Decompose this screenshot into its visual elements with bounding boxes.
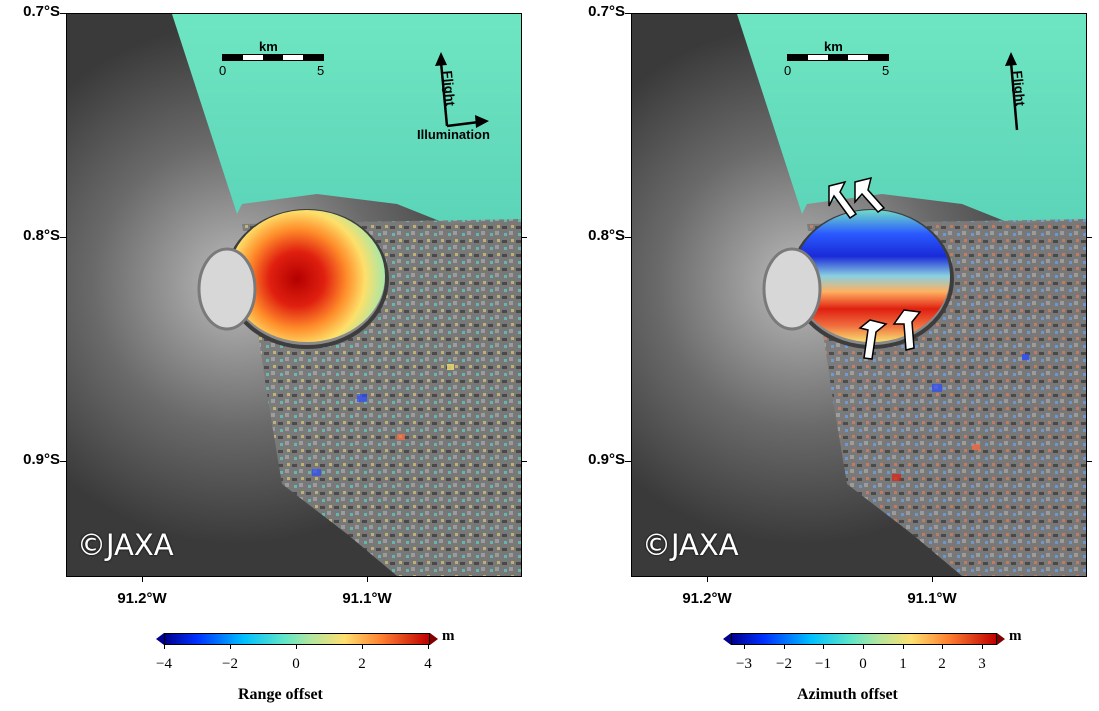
lat-label-0-7: 0.7°S: [23, 3, 60, 20]
colorbar-tick: [942, 644, 943, 649]
range-offset-panel: 0.7°S 0.8°S 0.9°S: [23, 3, 527, 710]
colorbar-min-arrow-icon: [723, 633, 731, 645]
colorbar-tick-label: −2: [222, 656, 238, 672]
colorbar-title: Range offset: [238, 686, 323, 703]
azimuth-offset-panel: 0.7°S 0.8°S 0.9°S: [565, 0, 1099, 711]
colorbar-gradient: [164, 633, 430, 645]
azimuth-colorbar: m −3 −2 −1 0 1 2 3 Azimuth offset: [723, 628, 1043, 710]
colorbar-tick: [428, 644, 429, 649]
colorbar-tick: [863, 644, 864, 649]
colorbar-tick: [362, 644, 363, 649]
colorbar-tick-label: 2: [938, 656, 946, 672]
lat-label-0-9: 0.9°S: [23, 451, 60, 468]
scale-end: 5: [882, 63, 890, 78]
colorbar-tick-label: 1: [899, 656, 907, 672]
colorbar-tick: [296, 644, 297, 649]
lon-label-91-2: 91.2°W: [682, 590, 732, 607]
lon-tick: [707, 576, 708, 582]
colorbar-gradient: [731, 633, 997, 645]
flight-label: Flight: [1010, 70, 1029, 107]
scale-bar: km 0 5: [219, 39, 329, 93]
lat-tick: [625, 13, 631, 14]
lon-tick: [932, 576, 933, 582]
colorbar-tick: [784, 644, 785, 649]
illumination-label: Illumination: [417, 127, 490, 142]
scale-start: 0: [784, 63, 792, 78]
colorbar-tick-label: 4: [424, 656, 432, 672]
colorbar-tick: [744, 644, 745, 649]
motion-arrows-icon: [828, 176, 922, 360]
colorbar-tick-label: −3: [736, 656, 752, 672]
scale-start: 0: [219, 63, 227, 78]
colorbar-title: Azimuth offset: [797, 686, 898, 703]
colorbar-tick: [230, 644, 231, 649]
lat-label-0-7: 0.7°S: [588, 3, 625, 20]
lat-tick: [625, 461, 631, 462]
lon-label-91-2: 91.2°W: [117, 590, 167, 607]
scale-end: 5: [317, 63, 325, 78]
lat-label-0-8: 0.8°S: [23, 227, 60, 244]
lat-label-0-8: 0.8°S: [588, 227, 625, 244]
colorbar-tick-label: 0: [859, 656, 867, 672]
colorbar-unit: m: [1009, 628, 1022, 644]
colorbar-tick-label: 0: [292, 656, 300, 672]
colorbar-tick-label: −4: [156, 656, 172, 672]
lat-tick-right: [521, 237, 527, 238]
colorbar-tick-label: −1: [815, 656, 831, 672]
scale-unit: km: [824, 39, 843, 54]
colorbar-max-arrow-icon: [997, 633, 1005, 645]
lat-tick-right: [1086, 461, 1092, 462]
lat-tick: [625, 237, 631, 238]
colorbar-tick-label: 3: [978, 656, 986, 672]
lat-tick: [60, 237, 66, 238]
colorbar-min-arrow-icon: [156, 633, 164, 645]
lat-tick: [60, 13, 66, 14]
lon-label-91-1: 91.1°W: [907, 590, 957, 607]
map-image: [632, 14, 1086, 576]
copyright-watermark: ©JAXA: [642, 528, 739, 562]
scale-bar: km 0 5: [784, 39, 894, 93]
copyright-watermark: ©JAXA: [77, 528, 174, 562]
range-colorbar: m −4 −2 0 2 4 Range offset: [156, 628, 476, 710]
flight-label: Flight: [440, 70, 459, 107]
colorbar-unit: m: [442, 628, 455, 644]
colorbar-tick: [823, 644, 824, 649]
colorbar-tick: [164, 644, 165, 649]
colorbar-tick: [982, 644, 983, 649]
scale-bar-graphic: [787, 54, 889, 61]
lon-tick: [142, 576, 143, 582]
flight-illumination-arrows-icon: [435, 52, 489, 128]
range-offset-map: km 0 5 Flight Illumination ©JAXA: [66, 13, 522, 577]
flight-arrow-icon: [1005, 52, 1019, 131]
scale-unit: km: [259, 39, 278, 54]
lat-tick-right: [521, 461, 527, 462]
colorbar-tick-label: 2: [358, 656, 366, 672]
scale-bar-graphic: [222, 54, 324, 61]
azimuth-offset-map: km 0 5 Flight ©JAXA: [631, 13, 1087, 577]
colorbar-tick: [903, 644, 904, 649]
lon-tick: [367, 576, 368, 582]
lat-label-0-9: 0.9°S: [588, 451, 625, 468]
lat-tick-right: [1086, 237, 1092, 238]
lon-label-91-1: 91.1°W: [342, 590, 392, 607]
colorbar-max-arrow-icon: [430, 633, 438, 645]
lat-tick: [60, 461, 66, 462]
colorbar-tick-label: −2: [776, 656, 792, 672]
